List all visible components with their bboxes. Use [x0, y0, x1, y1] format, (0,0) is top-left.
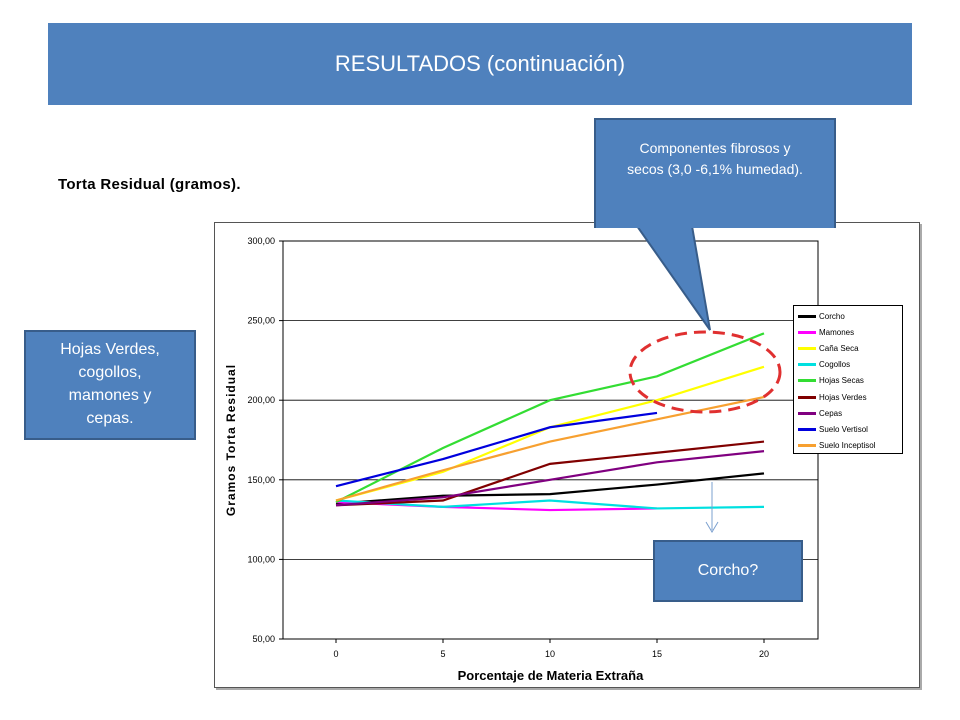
callout-hojas-verdes: Hojas Verdes, cogollos, mamones y cepas.	[24, 330, 196, 440]
x-tick-label: 15	[652, 649, 662, 659]
chart-legend: Corcho Mamones Caña Seca Cogollos Hojas Seca…	[793, 305, 903, 454]
y-tick-label: 100,00	[247, 554, 275, 564]
series-line-suelo-vertisol	[335, 411, 658, 488]
legend-swatch	[798, 444, 816, 448]
legend-item: Mamones	[798, 324, 902, 340]
legend-label: Cogollos	[819, 360, 851, 370]
legend-swatch	[798, 395, 816, 399]
legend-swatch	[798, 427, 816, 431]
y-tick-label: 50,00	[252, 634, 275, 644]
legend-label: Corcho	[819, 311, 845, 321]
legend-label: Suelo Inceptisol	[819, 441, 876, 451]
callout-top-line-2: secos (3,0 -6,1% humedad).	[627, 161, 803, 177]
legend-swatch	[798, 411, 816, 415]
callout-left-line-3: mamones y	[68, 387, 152, 404]
legend-item: Cogollos	[798, 357, 902, 373]
legend-swatch	[798, 314, 816, 318]
legend-label: Suelo Vertisol	[819, 424, 868, 434]
callout-left-line-1: Hojas Verdes,	[60, 341, 160, 358]
x-tick-label: 0	[333, 649, 338, 659]
series-line-hojas-secas	[335, 332, 765, 504]
legend-item: Cepas	[798, 405, 902, 421]
legend-item: Suelo Vertisol	[798, 421, 902, 437]
series-line-cepas	[335, 450, 765, 507]
series-line-cogollos	[335, 499, 765, 510]
x-tick-label: 10	[545, 649, 555, 659]
legend-item: Hojas Verdes	[798, 389, 902, 405]
legend-label: Hojas Verdes	[819, 392, 867, 402]
legend-swatch	[798, 330, 816, 334]
legend-swatch	[798, 363, 816, 367]
legend-item: Hojas Secas	[798, 373, 902, 389]
callout-top-line-1: Componentes fibrosos y	[639, 140, 791, 156]
slide-title: RESULTADOS (continuación)	[48, 23, 912, 105]
legend-label: Caña Seca	[819, 343, 859, 353]
legend-swatch	[798, 379, 816, 383]
corcho-arrow-head	[705, 521, 719, 533]
legend-item: Caña Seca	[798, 340, 902, 356]
x-tick-label: 5	[440, 649, 445, 659]
chart-subtitle: Torta Residual (gramos).	[58, 176, 241, 193]
y-axis-label: Gramos Torta Residual	[224, 364, 238, 516]
x-tick-label: 20	[759, 649, 769, 659]
legend-label: Hojas Secas	[819, 376, 864, 386]
callout-left-line-2: cogollos,	[78, 364, 142, 381]
legend-item: Suelo Inceptisol	[798, 438, 902, 454]
legend-label: Cepas	[819, 408, 843, 418]
callout-left-line-4: cepas.	[86, 410, 134, 427]
callout-componentes-fibrosos: Componentes fibrosos y secos (3,0 -6,1% …	[594, 118, 836, 228]
callout-corcho: Corcho?	[653, 540, 803, 602]
legend-label: Mamones	[819, 327, 855, 337]
y-tick-label: 300,00	[247, 236, 275, 246]
y-tick-label: 150,00	[247, 475, 275, 485]
y-tick-label: 250,00	[247, 316, 275, 326]
y-tick-label: 200,00	[247, 395, 275, 405]
legend-item: Corcho	[798, 308, 902, 324]
series-line-hojas-verdes	[335, 440, 765, 507]
legend-swatch	[798, 346, 816, 350]
series-line-corcho	[335, 472, 765, 505]
x-axis-label: Porcentaje de Materia Extraña	[458, 668, 644, 683]
highlight-ellipse	[628, 330, 782, 414]
